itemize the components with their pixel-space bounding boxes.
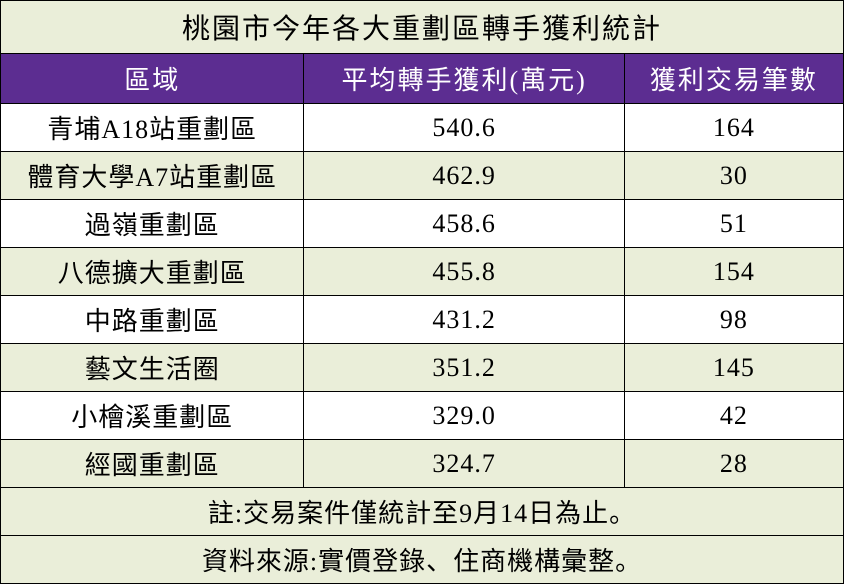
cell-profit: 351.2 (304, 344, 624, 392)
table-row: 青埔A18站重劃區 540.6 164 (1, 104, 844, 152)
cell-profit: 540.6 (304, 104, 624, 152)
table-row: 藝文生活圈 351.2 145 (1, 344, 844, 392)
cell-region: 小檜溪重劃區 (1, 392, 304, 440)
header-profit: 平均轉手獲利(萬元) (304, 54, 624, 104)
header-region: 區域 (1, 54, 304, 104)
cell-count: 28 (624, 440, 843, 488)
table-row: 小檜溪重劃區 329.0 42 (1, 392, 844, 440)
cell-count: 51 (624, 200, 843, 248)
cell-region: 八德擴大重劃區 (1, 248, 304, 296)
cell-region: 中路重劃區 (1, 296, 304, 344)
cell-profit: 329.0 (304, 392, 624, 440)
cell-region: 青埔A18站重劃區 (1, 104, 304, 152)
table-row: 體育大學A7站重劃區 462.9 30 (1, 152, 844, 200)
cell-region: 體育大學A7站重劃區 (1, 152, 304, 200)
table-source: 資料來源:實價登錄、住商機構彙整。 (0, 536, 844, 584)
cell-profit: 324.7 (304, 440, 624, 488)
cell-profit: 462.9 (304, 152, 624, 200)
table-row: 中路重劃區 431.2 98 (1, 296, 844, 344)
profit-table: 區域 平均轉手獲利(萬元) 獲利交易筆數 青埔A18站重劃區 540.6 164… (0, 53, 844, 488)
cell-count: 145 (624, 344, 843, 392)
table-row: 八德擴大重劃區 455.8 154 (1, 248, 844, 296)
profit-table-container: 桃園市今年各大重劃區轉手獲利統計 區域 平均轉手獲利(萬元) 獲利交易筆數 青埔… (0, 0, 844, 584)
cell-count: 164 (624, 104, 843, 152)
cell-region: 經國重劃區 (1, 440, 304, 488)
table-row: 過嶺重劃區 458.6 51 (1, 200, 844, 248)
cell-profit: 455.8 (304, 248, 624, 296)
table-note: 註:交易案件僅統計至9月14日為止。 (0, 488, 844, 536)
cell-region: 過嶺重劃區 (1, 200, 304, 248)
cell-profit: 431.2 (304, 296, 624, 344)
cell-count: 30 (624, 152, 843, 200)
header-count: 獲利交易筆數 (624, 54, 843, 104)
cell-count: 98 (624, 296, 843, 344)
table-body: 青埔A18站重劃區 540.6 164 體育大學A7站重劃區 462.9 30 … (1, 104, 844, 488)
cell-region: 藝文生活圈 (1, 344, 304, 392)
cell-count: 154 (624, 248, 843, 296)
table-row: 經國重劃區 324.7 28 (1, 440, 844, 488)
table-title: 桃園市今年各大重劃區轉手獲利統計 (0, 0, 844, 53)
cell-count: 42 (624, 392, 843, 440)
table-header-row: 區域 平均轉手獲利(萬元) 獲利交易筆數 (1, 54, 844, 104)
cell-profit: 458.6 (304, 200, 624, 248)
